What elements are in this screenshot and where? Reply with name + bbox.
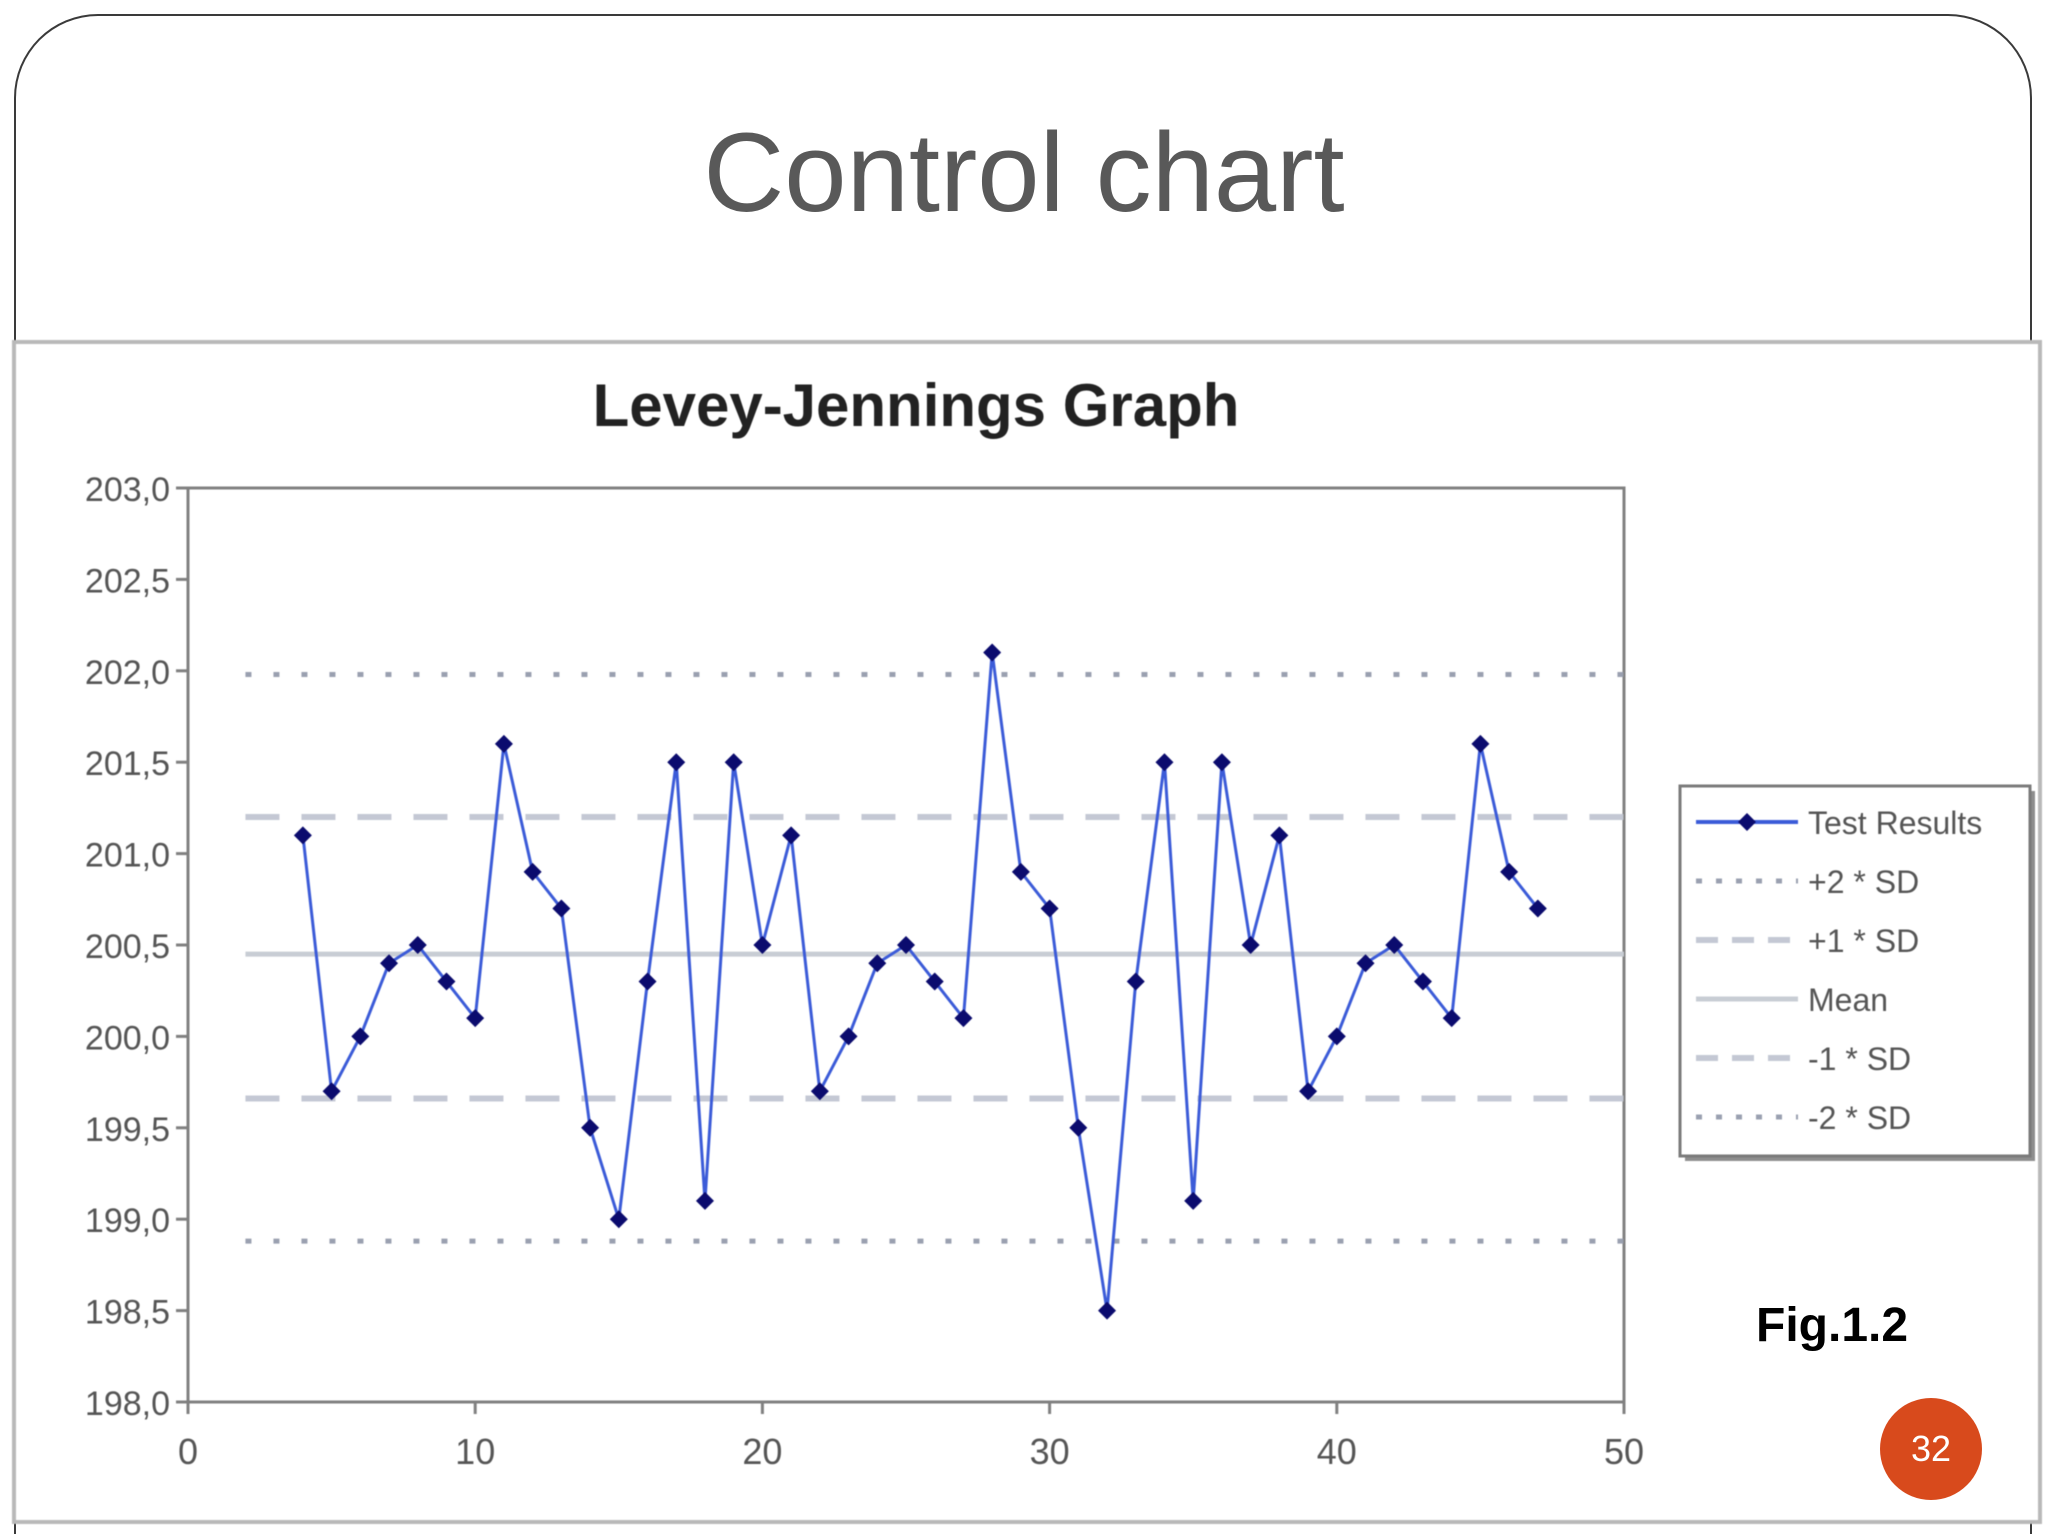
chart-panel: Levey-Jennings Graph 198,0 198,5 199,0 199,5… xyxy=(12,340,2042,1524)
data-point xyxy=(782,826,801,845)
data-point xyxy=(925,972,944,991)
y-tick-label: 200,5 xyxy=(85,928,170,966)
data-point xyxy=(322,1082,341,1101)
data-point xyxy=(667,753,686,772)
data-point xyxy=(494,734,513,753)
legend-swatch-marker xyxy=(1738,813,1756,831)
data-point xyxy=(1413,972,1432,991)
data-point xyxy=(1270,826,1289,845)
legend-label: +1 * SD xyxy=(1808,923,1919,959)
figure-label: Fig.1.2 xyxy=(1756,1299,1909,1352)
data-point xyxy=(724,753,743,772)
data-point xyxy=(581,1118,600,1137)
data-point xyxy=(1241,936,1260,954)
page-number-badge: 32 xyxy=(1880,1398,1982,1500)
data-point xyxy=(1442,1009,1461,1028)
slide-title: Control chart xyxy=(703,110,1345,235)
data-point xyxy=(1528,899,1547,918)
legend-label: Mean xyxy=(1808,982,1888,1018)
y-tick-label: 202,0 xyxy=(85,654,170,692)
y-tick-label: 199,5 xyxy=(85,1111,170,1149)
data-point xyxy=(351,1027,370,1046)
data-point xyxy=(1098,1301,1117,1320)
chart-title: Levey-Jennings Graph xyxy=(593,372,1240,439)
data-point xyxy=(552,899,571,918)
data-point xyxy=(1299,1082,1318,1101)
data-point xyxy=(1184,1191,1203,1210)
data-point xyxy=(1500,862,1519,881)
data-point xyxy=(408,936,427,954)
data-point xyxy=(897,936,915,954)
data-point xyxy=(1327,1027,1346,1046)
data-point xyxy=(1126,972,1145,991)
x-tick-label: 40 xyxy=(1317,1431,1357,1472)
legend-box xyxy=(1678,784,2032,1158)
data-point xyxy=(1471,734,1490,753)
legend-label: -1 * SD xyxy=(1808,1041,1911,1077)
data-point xyxy=(810,1082,829,1101)
legend-label: +2 * SD xyxy=(1808,864,1919,900)
data-point xyxy=(1011,862,1030,881)
series-line-test-results xyxy=(301,651,1540,1313)
data-point xyxy=(437,972,456,991)
data-point xyxy=(523,862,542,881)
data-point xyxy=(380,954,399,973)
y-tick-label: 198,0 xyxy=(85,1385,170,1423)
x-tick-label: 10 xyxy=(455,1431,495,1472)
x-tick-label: 20 xyxy=(742,1431,782,1472)
data-point xyxy=(983,643,1002,662)
data-point xyxy=(638,972,657,991)
y-tick-label: 202,5 xyxy=(85,562,170,600)
y-tick-label: 200,0 xyxy=(85,1019,170,1057)
levey-jennings-chart: Levey-Jennings Graph 198,0 198,5 199,0 199,5… xyxy=(85,372,2035,1472)
data-point xyxy=(1212,753,1231,772)
data-point xyxy=(695,1191,714,1210)
y-tick-label: 201,0 xyxy=(85,837,170,875)
y-tick-label: 201,5 xyxy=(85,745,170,783)
data-point xyxy=(293,826,312,845)
y-tick-label: 203,0 xyxy=(85,471,170,509)
data-point xyxy=(954,1009,973,1028)
legend-label: -2 * SD xyxy=(1808,1100,1911,1136)
y-tick-label: 198,5 xyxy=(85,1294,170,1332)
data-point xyxy=(1356,954,1375,973)
x-tick-label: 30 xyxy=(1030,1431,1070,1472)
data-point xyxy=(609,1210,628,1229)
data-point xyxy=(753,936,772,954)
x-tick-label: 0 xyxy=(178,1431,198,1472)
data-point xyxy=(1155,753,1174,772)
data-point xyxy=(1040,899,1059,918)
data-point xyxy=(868,954,887,973)
data-point xyxy=(1069,1118,1088,1137)
legend-label: Test Results xyxy=(1808,805,1982,841)
data-point xyxy=(1385,936,1404,954)
data-point xyxy=(839,1027,858,1046)
data-point xyxy=(466,1009,485,1028)
x-tick-label: 50 xyxy=(1604,1431,1644,1472)
y-tick-label: 199,0 xyxy=(85,1202,170,1240)
